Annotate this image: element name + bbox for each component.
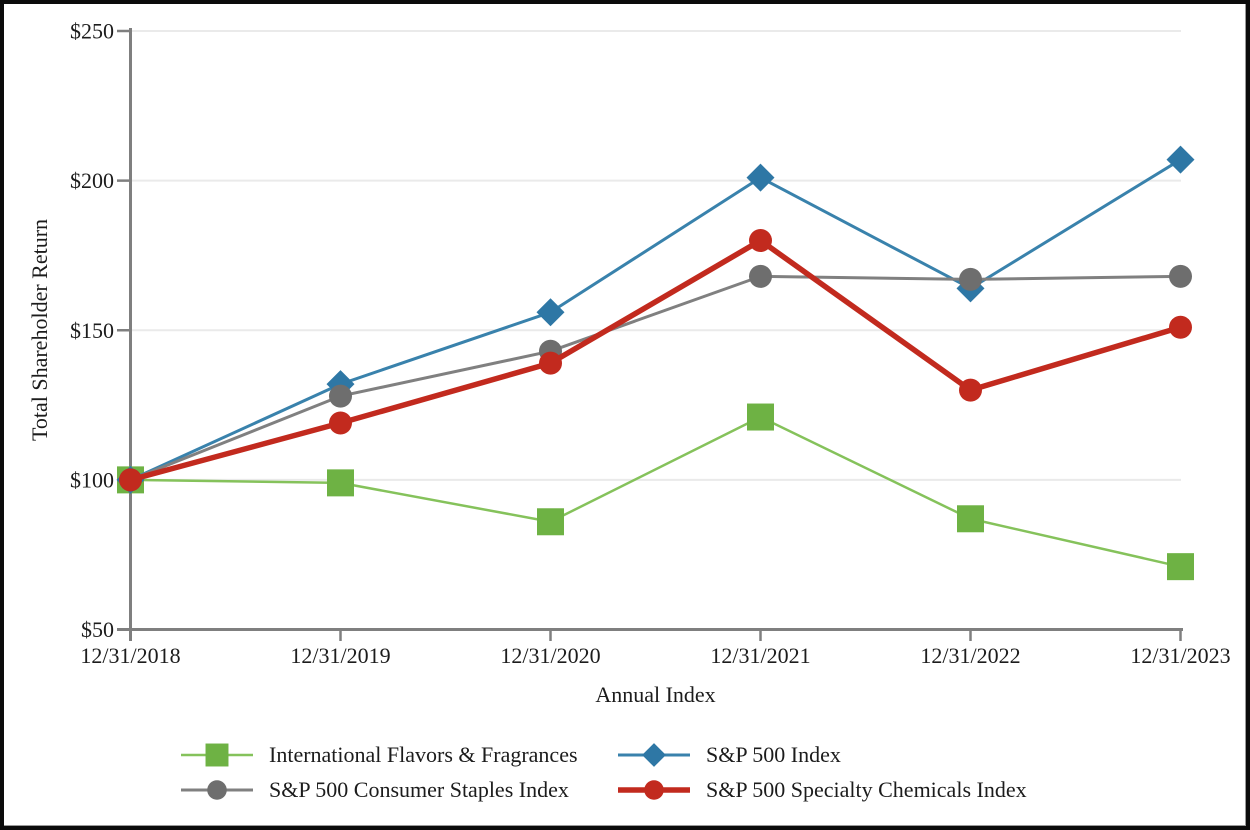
red-circle-marker-icon [618,780,690,800]
green-square-marker-icon [181,743,253,767]
y-tick-label: $100 [70,467,114,492]
legend-label-specialty-chemicals: S&P 500 Specialty Chemicals Index [706,777,1027,802]
blue-diamond-marker-icon [618,743,690,767]
legend-item-specialty-chemicals: S&P 500 Specialty Chemicals Index [618,774,1027,806]
y-tick-label: $200 [70,168,114,193]
y-tick-label: $250 [70,19,114,44]
legend-item-sp500: S&P 500 Index [618,739,841,771]
x-tick-label: 12/31/2021 [710,643,810,668]
x-tick-label: 12/31/2019 [290,643,390,668]
legend-label-iff: International Flavors & Fragrances [269,742,578,767]
y-tick-label: $50 [81,617,114,642]
legend-item-consumer-staples: S&P 500 Consumer Staples Index [181,774,569,806]
series-0 [117,403,1194,581]
legend-item-iff: International Flavors & Fragrances [181,739,578,771]
y-tick-label: $150 [70,318,114,343]
legend-label-sp500: S&P 500 Index [706,742,841,767]
gray-circle-marker-icon [181,780,253,800]
axes [117,28,1183,641]
series-3 [119,228,1192,492]
y-axis-title: Total Shareholder Return [27,218,52,442]
x-axis-title: Annual Index [595,682,716,707]
gridlines [130,30,1181,481]
x-tick-label: 12/31/2023 [1130,643,1230,668]
chart-plot-area: $50 $100 $150 $200 $250 12/31/2018 12/31/2019 1… [70,19,1231,669]
legend-label-consumer-staples: S&P 500 Consumer Staples Index [269,777,569,802]
x-tick-label: 12/31/2022 [920,643,1020,668]
x-tick-label: 12/31/2020 [500,643,600,668]
x-tick-label: 12/31/2018 [80,643,180,668]
series-2 [119,264,1192,492]
